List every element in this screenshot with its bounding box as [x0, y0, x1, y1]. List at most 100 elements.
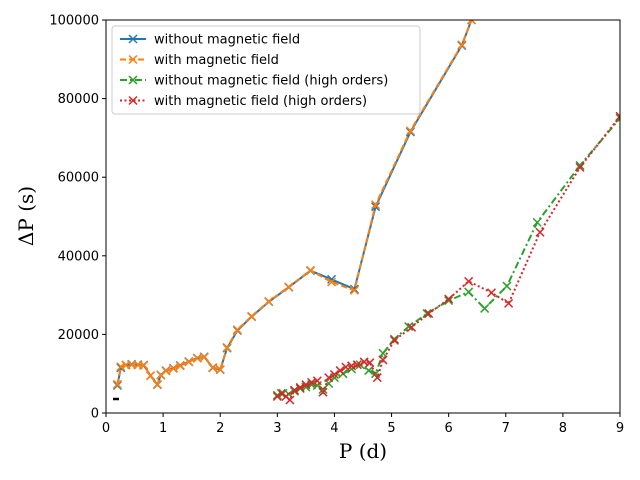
series-2-point [305, 265, 315, 275]
x-tick-label: 9 [616, 421, 624, 436]
series-4-point [407, 322, 417, 332]
series-2-point [146, 371, 156, 381]
series-2-point [349, 285, 359, 295]
legend-item-4: with magnetic field (high orders) [120, 94, 367, 109]
legend-marker [128, 75, 138, 85]
legend: without magnetic field with magnetic fiel… [111, 25, 421, 115]
series-3-point [502, 281, 512, 291]
series-1-point [349, 284, 359, 294]
series-4-line [276, 115, 620, 402]
series-4-point [464, 276, 474, 286]
series-4-point [318, 387, 328, 397]
legend-marker [128, 95, 138, 106]
series-2-point [116, 362, 126, 372]
series-4-point [504, 298, 514, 308]
x-tick-label: 8 [559, 421, 567, 436]
series-4-point [372, 373, 382, 383]
series-2-point [215, 364, 225, 374]
series-layer [112, 20, 620, 405]
legend-label: without magnetic field (high orders) [154, 74, 388, 89]
x-tick-label: 7 [502, 421, 510, 436]
legend-box [111, 25, 421, 115]
series-2-point [371, 200, 381, 210]
series-2-point [184, 357, 194, 367]
series-3-point [404, 322, 414, 332]
series-3-point [364, 366, 374, 376]
series-4-point [276, 388, 286, 398]
series-4-point [575, 162, 585, 172]
series-2-point [168, 364, 178, 374]
series-2-point [232, 325, 242, 335]
x-tick-label: 2 [216, 421, 224, 436]
series-2-point [327, 277, 337, 287]
series-2 [112, 20, 477, 389]
x-tick-label: 3 [273, 421, 281, 436]
series-2-point [264, 296, 274, 306]
legend-item-3: without magnetic field (high orders) [120, 74, 388, 89]
series-4-point [295, 382, 305, 392]
series-4-point [424, 309, 434, 319]
legend-marker [128, 34, 138, 44]
x-tick-label: 6 [445, 421, 453, 436]
series-1-point [112, 380, 122, 391]
series-2-point [161, 366, 171, 376]
legend-marker [128, 54, 138, 65]
series-4-point [285, 395, 295, 405]
series-3-point [378, 348, 388, 358]
series-2-point [247, 311, 257, 321]
series-2-point [208, 362, 218, 372]
series-4-point [324, 373, 334, 383]
series-2-point [192, 353, 202, 363]
series-4-point [486, 288, 497, 298]
series-4-point [312, 376, 322, 386]
series-3-line [276, 117, 620, 397]
series-4-point [307, 377, 317, 387]
series-2-point [457, 40, 467, 50]
series-4-point [378, 355, 388, 365]
series-3-point [347, 364, 357, 374]
series-4-point [365, 358, 375, 368]
series-2-point [466, 20, 477, 25]
legend-label: with magnetic field (high orders) [154, 94, 367, 109]
ticks-layer: 0 1 2 3 4 5 6 7 8 9 0 20000 40000 60000 80000 100000 [49, 14, 624, 437]
x-tick-label: 0 [102, 421, 110, 436]
y-tick-label: 100000 [49, 14, 99, 29]
series-3-point [289, 386, 299, 396]
legend-item-1: without magnetic field [120, 33, 300, 48]
y-tick-label: 60000 [58, 171, 99, 186]
series-4-point [352, 360, 362, 370]
series-4 [272, 111, 620, 405]
legend-label: without magnetic field [154, 33, 300, 48]
series-4-point [615, 111, 620, 121]
series-2-point [139, 360, 149, 370]
series-4-point [329, 369, 339, 380]
series-3-point [389, 334, 399, 344]
y-axis-label: ΔP (s) [14, 186, 38, 246]
legend-item-2: with magnetic field [120, 53, 279, 68]
x-tick-label: 1 [159, 421, 167, 436]
y-tick-label: 20000 [58, 328, 99, 343]
series-2-point [112, 379, 122, 389]
series-2-point [222, 342, 232, 352]
series-4-point [335, 366, 345, 376]
series-3 [272, 113, 620, 400]
x-tick-label: 4 [330, 421, 338, 436]
x-axis-label: P (d) [339, 439, 387, 463]
y-tick-label: 80000 [58, 92, 99, 107]
series-3-point [464, 287, 474, 297]
x-tick-label: 5 [387, 421, 395, 436]
y-tick-label: 40000 [58, 249, 99, 264]
series-2-point [152, 379, 162, 389]
series-2-point [175, 361, 185, 371]
series-3-point [532, 217, 542, 227]
series-2-point [199, 352, 209, 362]
series-4-point [444, 294, 454, 304]
series-4-point [389, 335, 399, 345]
y-tick-label: 0 [91, 407, 99, 422]
legend-label: with magnetic field [154, 53, 279, 68]
series-4-point [301, 380, 311, 390]
series-4-point [535, 227, 545, 237]
series-2-point [405, 126, 415, 136]
plot-frame [105, 19, 621, 414]
